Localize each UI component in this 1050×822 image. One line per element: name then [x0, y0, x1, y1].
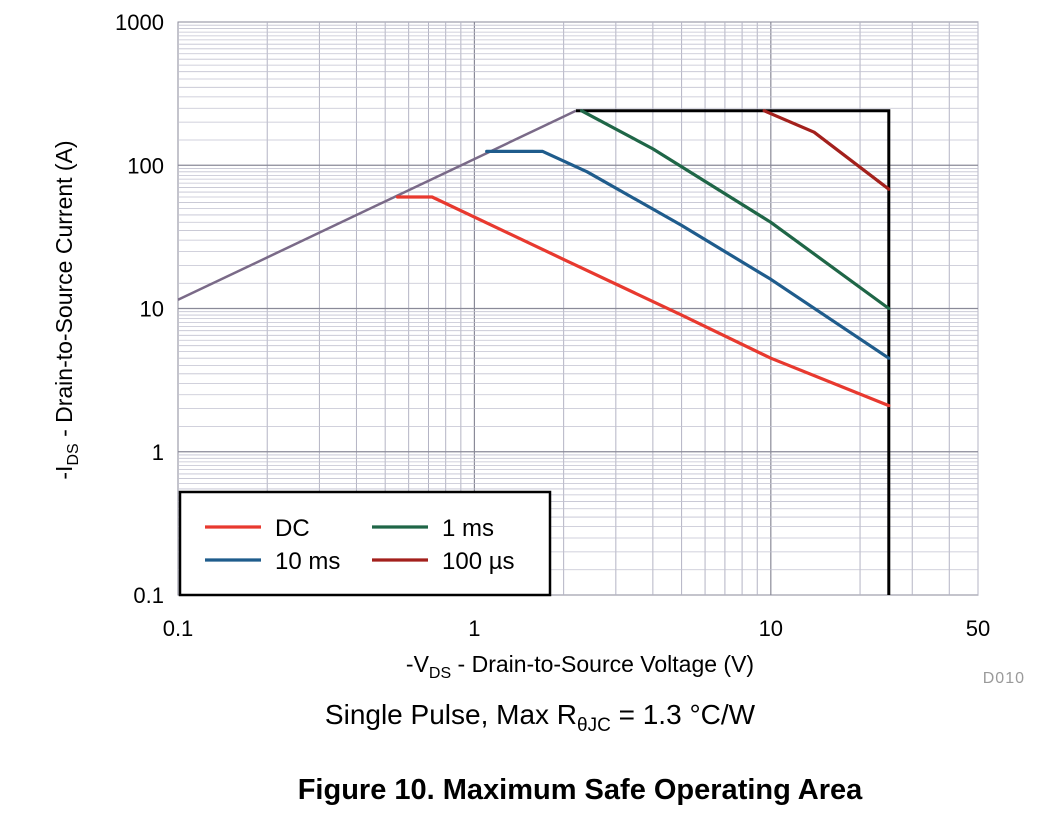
y-tick-label: 100 — [127, 153, 164, 178]
legend-label: 1 ms — [442, 515, 494, 542]
figure-code-label: D010 — [983, 670, 1025, 687]
x-tick-label: 10 — [759, 616, 783, 641]
chart-curves — [177, 109, 891, 595]
x-axis-title: -VDS - Drain-to-Source Voltage (V) — [406, 651, 754, 682]
y-tick-label: 1 — [152, 440, 164, 465]
x-tick-label: 0.1 — [163, 616, 194, 641]
figure-title: Figure 10. Maximum Safe Operating Area — [298, 774, 863, 806]
chart-ticks: 0.1 1 10 50 1000 100 10 1 0.1 — [115, 10, 990, 641]
legend-label: 10 ms — [275, 548, 340, 575]
series-line-1-ms — [579, 109, 891, 311]
series-line-100-s — [762, 109, 891, 191]
series-line-dc — [395, 195, 891, 408]
legend-label: DC — [275, 515, 310, 542]
legend-label: 100 µs — [442, 548, 515, 575]
figure-note: Single Pulse, Max RθJC = 1.3 °C/W — [325, 699, 756, 736]
y-tick-label: 1000 — [115, 10, 164, 35]
chart-legend: DC 10 ms 1 ms 100 µs — [178, 490, 552, 597]
x-tick-label: 50 — [966, 616, 990, 641]
y-axis-title: -IDS - Drain-to-Source Current (A) — [51, 140, 82, 479]
y-tick-label: 10 — [140, 297, 164, 322]
y-tick-label: 0.1 — [133, 583, 164, 608]
rdson-limit-line — [177, 109, 577, 301]
series-line-10-ms — [485, 149, 891, 360]
legend-box — [178, 490, 552, 597]
soa-limit-boundary — [575, 109, 891, 595]
x-tick-label: 1 — [468, 616, 480, 641]
